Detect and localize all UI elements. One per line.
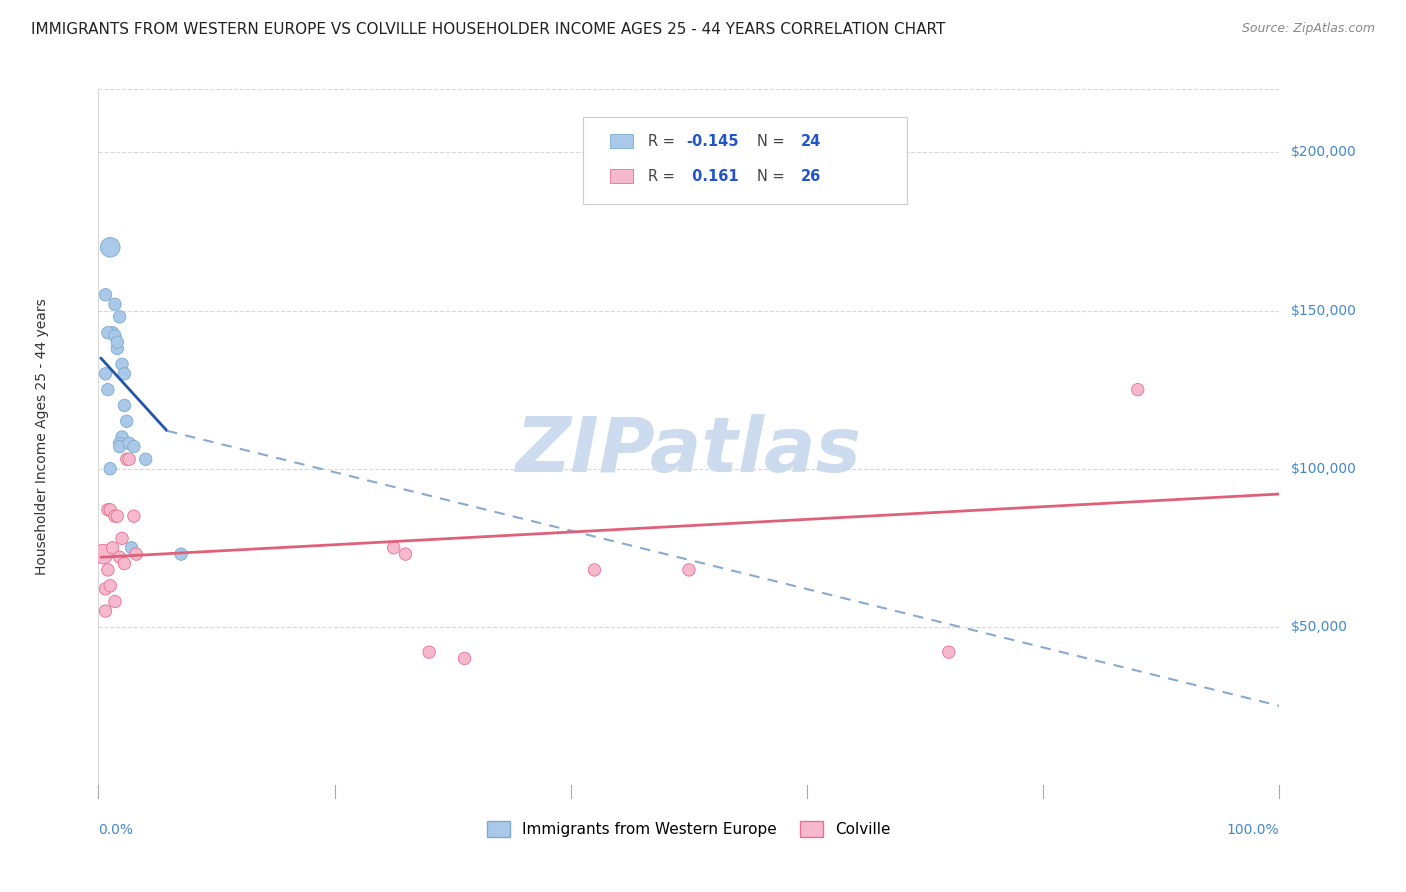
Text: 26: 26 xyxy=(801,169,821,184)
Text: 24: 24 xyxy=(801,134,821,149)
Point xyxy=(122,440,145,454)
Point xyxy=(94,582,117,596)
Point xyxy=(121,541,143,555)
Point xyxy=(115,414,138,428)
Text: 0.161: 0.161 xyxy=(686,169,738,184)
Point xyxy=(98,503,121,517)
Point xyxy=(91,547,114,561)
Point xyxy=(125,547,148,561)
Bar xyxy=(610,169,634,183)
Point xyxy=(111,531,134,545)
Text: $100,000: $100,000 xyxy=(1291,462,1357,475)
Text: IMMIGRANTS FROM WESTERN EUROPE VS COLVILLE HOUSEHOLDER INCOME AGES 25 - 44 YEARS: IMMIGRANTS FROM WESTERN EUROPE VS COLVIL… xyxy=(31,22,945,37)
Text: Source: ZipAtlas.com: Source: ZipAtlas.com xyxy=(1241,22,1375,36)
Point xyxy=(118,436,141,450)
Text: N =: N = xyxy=(758,134,790,149)
Point xyxy=(104,594,127,608)
Point xyxy=(111,357,134,371)
Point xyxy=(108,550,131,565)
Point xyxy=(98,579,121,593)
Point xyxy=(97,563,120,577)
FancyBboxPatch shape xyxy=(582,117,907,204)
Point xyxy=(453,651,475,665)
Text: $200,000: $200,000 xyxy=(1291,145,1357,160)
Point xyxy=(105,335,128,350)
Text: 100.0%: 100.0% xyxy=(1227,823,1279,838)
Point xyxy=(1126,383,1149,397)
Point xyxy=(108,440,131,454)
Point xyxy=(382,541,405,555)
Point xyxy=(112,367,135,381)
Text: $50,000: $50,000 xyxy=(1291,620,1347,634)
Point xyxy=(104,329,127,343)
Point xyxy=(94,287,117,301)
Bar xyxy=(610,135,634,148)
Text: N =: N = xyxy=(758,169,790,184)
Text: R =: R = xyxy=(648,169,679,184)
Point xyxy=(135,452,157,467)
Point xyxy=(105,509,128,524)
Point xyxy=(583,563,606,577)
Point xyxy=(104,297,127,311)
Text: $150,000: $150,000 xyxy=(1291,303,1357,318)
Point xyxy=(115,452,138,467)
Text: R =: R = xyxy=(648,134,679,149)
Point xyxy=(678,563,700,577)
Point xyxy=(104,509,127,524)
Point xyxy=(118,452,141,467)
Text: Householder Income Ages 25 - 44 years: Householder Income Ages 25 - 44 years xyxy=(35,299,49,575)
Point xyxy=(94,604,117,618)
Point xyxy=(111,430,134,444)
Point xyxy=(112,557,135,571)
Text: 0.0%: 0.0% xyxy=(98,823,134,838)
Point xyxy=(97,383,120,397)
Point xyxy=(94,367,117,381)
Point xyxy=(97,503,120,517)
Point xyxy=(98,240,121,254)
Point xyxy=(112,399,135,413)
Point xyxy=(97,326,120,340)
Point xyxy=(98,461,121,475)
Point xyxy=(394,547,416,561)
Point xyxy=(108,310,131,324)
Text: -0.145: -0.145 xyxy=(686,134,740,149)
Legend: Immigrants from Western Europe, Colville: Immigrants from Western Europe, Colville xyxy=(481,815,897,844)
Point xyxy=(122,509,145,524)
Point xyxy=(938,645,960,659)
Text: ZIPatlas: ZIPatlas xyxy=(516,414,862,488)
Point xyxy=(170,547,193,561)
Point xyxy=(101,326,124,340)
Point xyxy=(105,342,128,356)
Point xyxy=(108,436,131,450)
Point xyxy=(101,541,124,555)
Point xyxy=(418,645,440,659)
